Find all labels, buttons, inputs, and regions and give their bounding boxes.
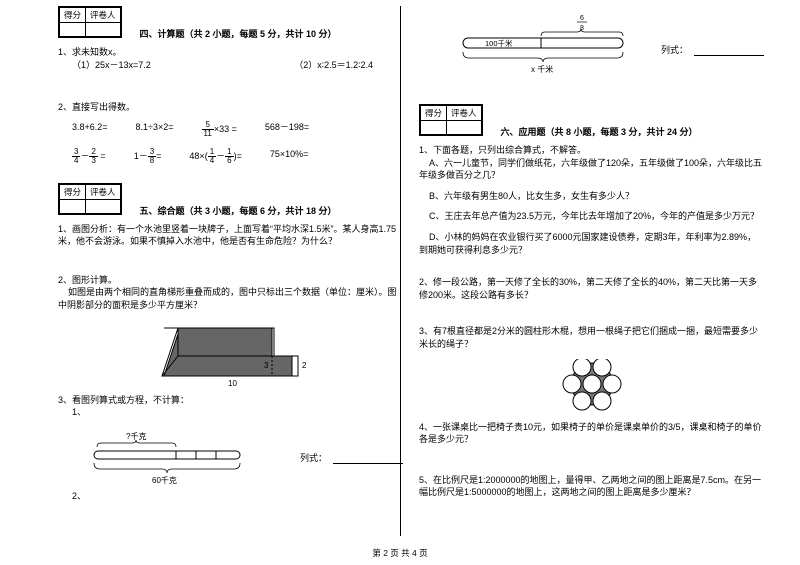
trap-label-3: 3 bbox=[264, 361, 269, 370]
column-divider bbox=[400, 6, 401, 536]
section-5-header: 得分评卷人 五、综合题（共 3 小题，每题 6 分，共计 18 分） bbox=[58, 183, 403, 217]
section-6-title: 六、应用题（共 8 小题，每题 3 分，共计 24 分） bbox=[501, 125, 698, 138]
q6-5: 5、在比例尺是1:2000000的地图上，量得甲、乙两地之间的图上距离是7.5c… bbox=[419, 474, 764, 499]
eq-5: 34－23 = bbox=[72, 148, 106, 165]
weight-bracket-figure: ?千克 60千克 bbox=[82, 431, 252, 485]
liesi-label-1: 列式： bbox=[300, 451, 327, 464]
top-frac-num: 6 bbox=[580, 15, 584, 22]
liesi-label-2: 列式： bbox=[661, 43, 688, 56]
page-footer: 第 2 页 共 4 页 bbox=[0, 547, 800, 559]
formula-row-1: 列式： bbox=[300, 451, 403, 464]
trap-label-10: 10 bbox=[228, 379, 237, 388]
grader-label: 评卷人 bbox=[86, 8, 121, 23]
score-box-6: 得分评卷人 bbox=[419, 104, 483, 136]
q4-1a: （1）25x－13x=7.2 bbox=[72, 59, 151, 72]
grader-blank-5 bbox=[86, 199, 121, 213]
section-5-title: 五、综合题（共 3 小题，每题 6 分，共计 18 分） bbox=[140, 204, 337, 217]
q6-1: 1、下面各题，只列出综合算式，不解答。 A、六一儿童节，同学们做纸花，六年级做了… bbox=[419, 144, 764, 256]
q6-1b: B、六年级有男生80人，比女生多，女生有多少人？ bbox=[419, 190, 764, 203]
q5-3-sub1: 1、 bbox=[72, 406, 403, 419]
q5-2-title: 2、图形计算。 bbox=[58, 274, 403, 287]
grader-blank bbox=[86, 23, 121, 37]
q5-3: 3、看图列算式或方程，不计算： 1、 bbox=[58, 394, 403, 419]
score-label: 得分 bbox=[60, 8, 86, 23]
eq-3: 511×33 = bbox=[202, 121, 237, 138]
q6-1-text: 1、下面各题，只列出综合算式，不解答。 bbox=[419, 144, 764, 157]
hundred-km-label: 100千米 bbox=[485, 38, 513, 48]
formula-row-2: 列式： bbox=[661, 43, 764, 56]
q5-3-text: 3、看图列算式或方程，不计算： bbox=[58, 394, 403, 407]
score-label-5: 得分 bbox=[60, 184, 86, 199]
section-4-title: 四、计算题（共 2 小题，每题 5 分，共计 10 分） bbox=[140, 27, 337, 40]
q5-2-desc: 如图是由两个相同的直角梯形重叠而成的，图中只标出三个数据（单位：厘米）。图中阴影… bbox=[58, 286, 403, 311]
q4-1b: （2）x∶2.5＝1.2∶2.4 bbox=[294, 59, 373, 72]
section-4-header: 得分评卷人 四、计算题（共 2 小题，每题 5 分，共计 10 分） bbox=[58, 6, 403, 40]
trapezoid-figure: 3 2 10 bbox=[156, 320, 306, 390]
formula-blank-1 bbox=[333, 453, 403, 464]
q6-1a: A、六一儿童节，同学们做纸花，六年级做了120朵，五年级做了100朵，六年级比五… bbox=[419, 157, 764, 182]
eq-7: 48×(14－16)= bbox=[189, 148, 241, 165]
trap-label-2: 2 bbox=[302, 361, 306, 370]
score-blank bbox=[60, 23, 86, 37]
eq-8: 75×10%= bbox=[270, 148, 309, 165]
q4-2: 2、直接写出得数。 3.8+6.2= 8.1÷3×2= 511×33 = 568… bbox=[58, 101, 403, 165]
q6-2: 2、修一段公路，第一天修了全长的30%，第二天修了全长的40%，第二天比第一天多… bbox=[419, 276, 764, 301]
x-km-label: x 千米 bbox=[531, 64, 553, 74]
grader-label-5: 评卷人 bbox=[86, 184, 121, 199]
formula-blank-2 bbox=[694, 45, 764, 56]
q5-1: 1、画图分析：有一个水池里竖着一块牌子，上面写着“平均水深1.5米”。某人身高1… bbox=[58, 223, 403, 248]
distance-bracket-figure: 6 8 100千米 x 千米 bbox=[453, 14, 633, 84]
q4-1: 1、求未知数x。 （1）25x－13x=7.2 （2）x∶2.5＝1.2∶2.4 bbox=[58, 46, 403, 71]
score-label-6: 得分 bbox=[421, 106, 447, 121]
section-6-header: 得分评卷人 六、应用题（共 8 小题，每题 3 分，共计 24 分） bbox=[419, 104, 764, 138]
eq-6: 1－38= bbox=[134, 148, 162, 165]
sixty-kg-label: 60千克 bbox=[152, 475, 177, 485]
grader-label-6: 评卷人 bbox=[447, 106, 482, 121]
q4-2-text: 2、直接写出得数。 bbox=[58, 101, 403, 115]
q6-3: 3、有7根直径都是2分米的圆柱形木棍，想用一根绳子把它们捆成一捆，最短需要多少米… bbox=[419, 325, 764, 350]
unknown-kg-label: ?千克 bbox=[126, 431, 146, 441]
eq-4: 568－198= bbox=[265, 121, 309, 138]
eq-2: 8.1÷3×2= bbox=[136, 121, 174, 138]
q6-1c: C、王庄去年总产值为23.5万元，今年比去年增加了20%，今年的产值是多少万元？ bbox=[419, 210, 764, 223]
q5-3-sub2: 2、 bbox=[72, 489, 403, 502]
score-blank-6 bbox=[421, 121, 447, 135]
q6-4: 4、一张课桌比一把椅子贵10元，如果椅子的单价是课桌单价的3/5，课桌和椅子的单… bbox=[419, 421, 764, 446]
score-box-5: 得分评卷人 bbox=[58, 183, 122, 215]
q4-1-text: 1、求未知数x。 bbox=[58, 46, 403, 59]
score-box-4: 得分评卷人 bbox=[58, 6, 122, 38]
grader-blank-6 bbox=[447, 121, 482, 135]
eq-1: 3.8+6.2= bbox=[72, 121, 108, 138]
q6-1d: D、小林的妈妈在农业银行买了6000元国家建设债券，定期3年，年利率为2.89%… bbox=[419, 231, 764, 256]
circle-bundle-figure bbox=[560, 359, 624, 417]
score-blank-5 bbox=[60, 199, 86, 213]
q5-2: 2、图形计算。 如图是由两个相同的直角梯形重叠而成的，图中只标出三个数据（单位：… bbox=[58, 274, 403, 312]
